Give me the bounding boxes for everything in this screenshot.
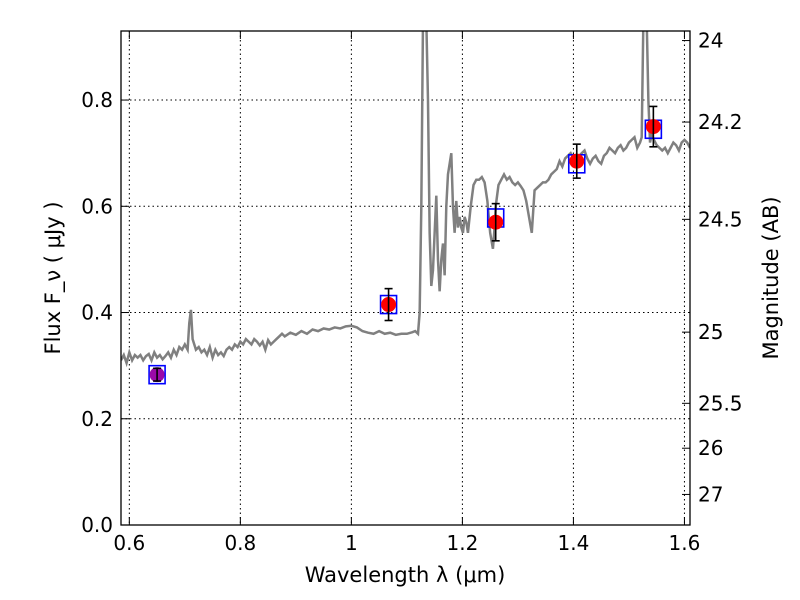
x-tick-label: 0.6 xyxy=(113,531,145,555)
grid-lines xyxy=(121,31,690,526)
right-tick-label: 25.5 xyxy=(698,391,743,415)
right-tick-label: 24.2 xyxy=(698,110,743,134)
x-tick-label: 1.2 xyxy=(446,531,478,555)
y-tick-label: 0.6 xyxy=(81,194,113,218)
photometry-box xyxy=(148,364,166,385)
y-tick-label: 0.8 xyxy=(81,88,113,112)
right-tick-label: 27 xyxy=(698,482,723,506)
y-axis-label: Flux F_ν ( μJy ) xyxy=(41,201,66,354)
x-tick-label: 1.6 xyxy=(669,531,701,555)
x-axis-label: Wavelength λ (μm) xyxy=(305,563,506,587)
y-tick-label: 0.4 xyxy=(81,301,113,325)
plot-frame xyxy=(120,30,691,526)
right-tick-label: 25 xyxy=(698,320,723,344)
y-tick-label: 0.0 xyxy=(81,513,113,537)
x-axis-ticks: 0.6 0.8 1 1.2 1.4 1.6 xyxy=(113,31,700,555)
x-tick-label: 1.4 xyxy=(558,531,590,555)
photometry-points xyxy=(148,105,663,385)
right-tick-label: 24 xyxy=(698,29,723,53)
right-tick-label: 24.5 xyxy=(698,207,743,231)
x-tick-label: 0.8 xyxy=(224,531,256,555)
y-tick-label: 0.2 xyxy=(81,407,113,431)
right-tick-label: 26 xyxy=(698,436,723,460)
right-axis-label: Magnitude (AB) xyxy=(759,196,783,359)
right-axis-ticks: 24 24.2 24.5 25 25.5 26 27 xyxy=(682,29,743,506)
y-axis-ticks: 0.0 0.2 0.4 0.6 0.8 xyxy=(81,88,129,537)
x-tick-label: 1 xyxy=(345,531,358,555)
spectrum-line xyxy=(121,31,690,368)
